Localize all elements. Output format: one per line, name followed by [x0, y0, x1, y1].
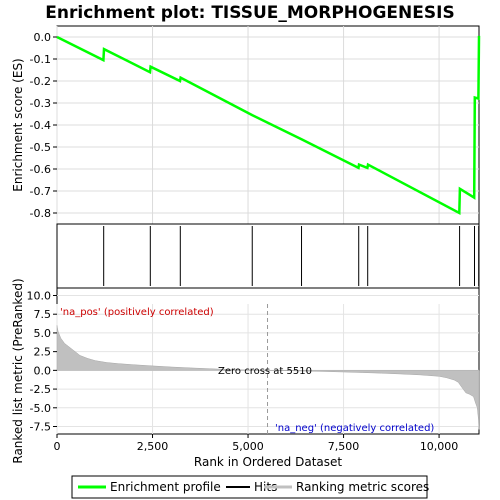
ranking-y-tick-label: -5.0: [30, 402, 51, 415]
zero-cross-label: Zero cross at 5510: [218, 366, 312, 377]
positive-correlation-label: 'na_pos' (positively correlated): [60, 307, 214, 318]
ranking-metric-panel: 10.0 7.5 5.0 2.5 0.0 -2.5 -5.0 -7.5 'na_pos' (p…: [11, 278, 480, 464]
ranking-y-ticks: 10.0 7.5 5.0 2.5 0.0 -2.5 -5.0 -7.5: [27, 289, 57, 434]
es-y-ticks: 0.0 -0.1 -0.2 -0.3 -0.4 -0.5 -0.6 -0.7 -0.8: [30, 31, 57, 220]
es-y-tick-label: -0.5: [30, 141, 51, 154]
ranking-y-tick-label: 2.5: [34, 346, 52, 359]
hits-panel-frame: [56, 223, 480, 289]
es-panel: 0.0 -0.1 -0.2 -0.3 -0.4 -0.5 -0.6 -0.7 -0.8 Enri…: [11, 25, 481, 225]
ranking-y-tick-label: -2.5: [30, 383, 51, 396]
ranking-y-tick-label: 0.0: [34, 364, 52, 377]
x-tick-label: 10,000: [420, 440, 459, 453]
ranking-metric-area: [56, 325, 480, 430]
es-y-tick-label: -0.3: [30, 97, 51, 110]
es-y-tick-label: 0.0: [34, 31, 52, 44]
es-y-tick-label: -0.6: [30, 163, 51, 176]
x-tick-label: 7,500: [328, 440, 360, 453]
hits-panel: [56, 223, 480, 289]
es-y-tick-label: -0.1: [30, 53, 51, 66]
hit-markers: [103, 226, 480, 286]
ranking-y-tick-label: 5.0: [34, 327, 52, 340]
ranking-y-tick-label: 7.5: [34, 308, 52, 321]
es-y-tick-label: -0.4: [30, 119, 51, 132]
x-tick-label: 0: [54, 440, 61, 453]
es-y-tick-label: -0.8: [30, 207, 51, 220]
legend-label-ranking-metric: Ranking metric scores: [296, 480, 429, 494]
negative-correlation-label: 'na_neg' (negatively correlated): [275, 423, 434, 434]
ranking-y-tick-label: 10.0: [27, 289, 52, 302]
legend-label-enrichment-profile: Enrichment profile: [110, 480, 221, 494]
ranking-y-axis-label: Ranked list metric (PreRanked): [11, 278, 25, 463]
x-tick-label: 2,500: [137, 440, 169, 453]
ranking-y-tick-label: -7.5: [30, 421, 51, 434]
x-axis-ticks: 0 2,500 5,000 7,500 10,000: [54, 434, 459, 453]
x-axis-label: Rank in Ordered Dataset: [194, 455, 342, 469]
enrichment-profile-line: [56, 35, 481, 216]
chart-title: Enrichment plot: TISSUE_MORPHOGENESIS: [45, 3, 454, 23]
x-tick-label: 5,000: [232, 440, 264, 453]
es-y-axis-label: Enrichment score (ES): [11, 58, 25, 191]
es-y-tick-label: -0.7: [30, 185, 51, 198]
legend: Enrichment profile Hits Ranking metric s…: [71, 475, 429, 499]
es-y-tick-label: -0.2: [30, 75, 51, 88]
